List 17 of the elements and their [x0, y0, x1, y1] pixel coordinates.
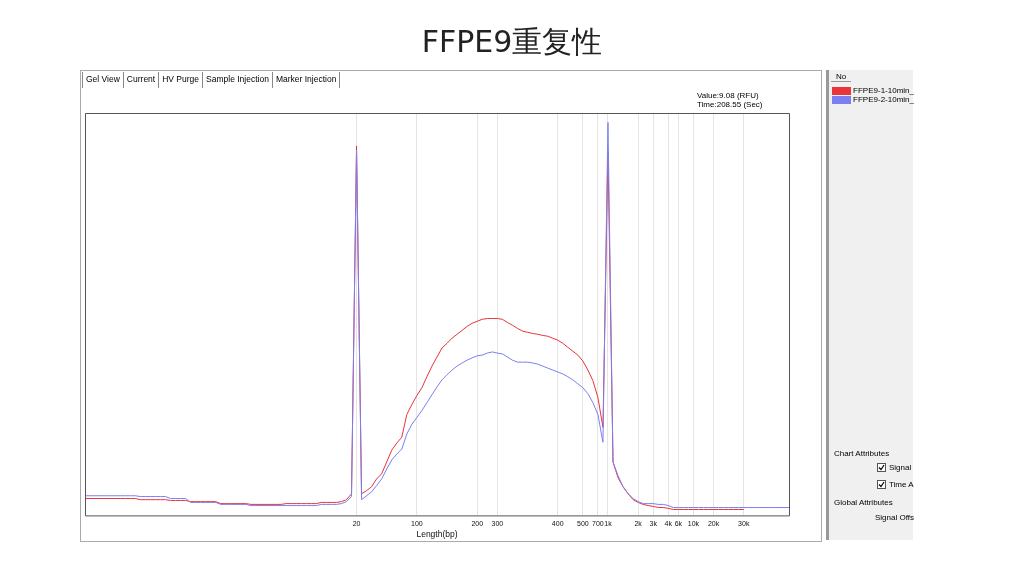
text: HV Purge — [159, 72, 204, 88]
text: Value:9.08 (RFU) — [697, 91, 760, 100]
text: Current — [123, 72, 160, 88]
text: Gel View — [82, 72, 124, 88]
text: No — [831, 72, 851, 82]
text: Marker Injection — [272, 72, 341, 88]
text: Global Attributes — [834, 498, 894, 507]
text: Time:208.55 (Sec) — [697, 100, 763, 109]
x-axis-title: Length(bp) — [416, 529, 458, 540]
text: Chart Attributes — [834, 449, 891, 458]
legend-label: FFPE9-2-10min_ — [853, 95, 914, 104]
text: Time A — [889, 480, 914, 489]
legend-label: FFPE9-1-10min_ — [853, 86, 914, 95]
text: Sample Injection — [203, 72, 273, 88]
text: Signal Offs — [875, 513, 915, 522]
text: Signal — [889, 463, 912, 472]
chart-title: FFPE9重复性 — [420, 23, 604, 61]
